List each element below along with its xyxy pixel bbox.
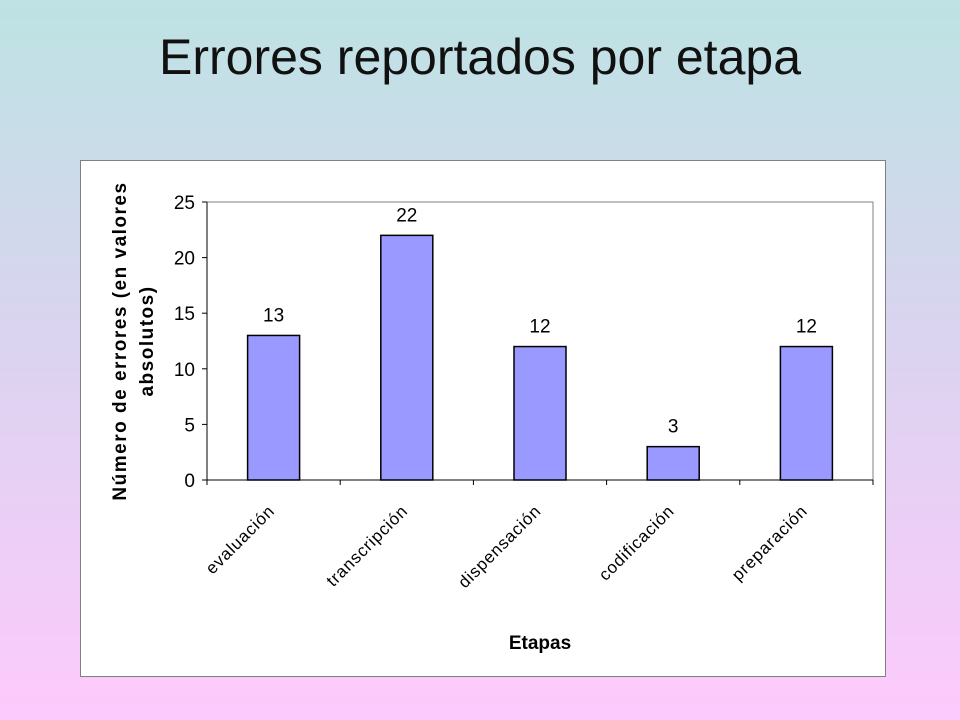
bars bbox=[246, 234, 834, 481]
y-tick-label: 5 bbox=[184, 415, 195, 436]
bar-chart: 0 5 10 15 20 25 13 evaluación 22 transcripción 12… bbox=[110, 181, 874, 654]
bar-4 bbox=[646, 445, 700, 481]
y-tick-label: 15 bbox=[174, 304, 195, 325]
data-label-3: 12 bbox=[529, 317, 550, 338]
bar-2 bbox=[380, 234, 434, 481]
data-label-5: 12 bbox=[796, 317, 817, 338]
bar-3 bbox=[513, 345, 567, 481]
chart-frame: 0 5 10 15 20 25 13 evaluación 22 transcripción 12… bbox=[80, 160, 886, 677]
y-axis-label-line2: absolutos) bbox=[137, 285, 158, 396]
y-tick-label: 25 bbox=[174, 193, 195, 214]
y-tick-label: 10 bbox=[174, 360, 195, 381]
data-label-2: 22 bbox=[396, 205, 417, 226]
bar-1 bbox=[246, 334, 301, 481]
y-tick-label: 0 bbox=[184, 471, 195, 492]
category-label-5: preparación bbox=[728, 501, 811, 584]
category-label-3: dispensación bbox=[454, 501, 544, 591]
axes: 0 5 10 15 20 25 bbox=[174, 193, 874, 492]
category-label-1: evaluación bbox=[202, 501, 279, 578]
slide-title: Errores reportados por etapa bbox=[158, 29, 802, 85]
y-tick-label: 20 bbox=[174, 249, 195, 270]
x-axis-label: Etapas bbox=[509, 633, 571, 654]
data-label-4: 3 bbox=[668, 417, 679, 438]
bar-5 bbox=[779, 345, 834, 481]
category-label-4: codificación bbox=[595, 501, 678, 584]
data-label-1: 13 bbox=[263, 305, 284, 326]
category-label-2: transcripción bbox=[323, 501, 412, 590]
y-axis-label-line1: Número de errores (en valores bbox=[110, 181, 131, 500]
